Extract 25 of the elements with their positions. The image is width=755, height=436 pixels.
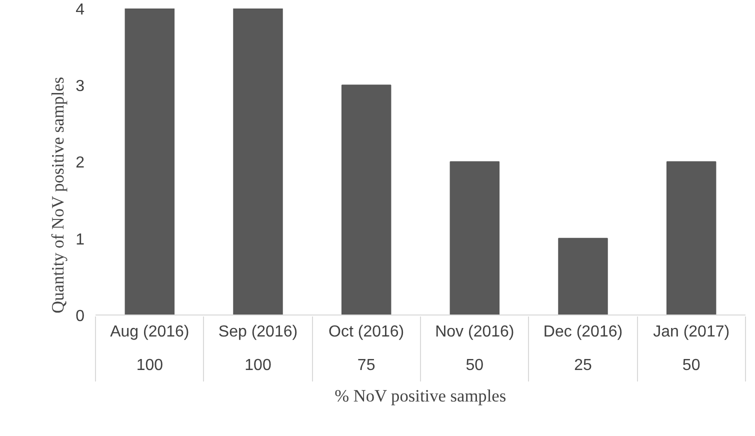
x-tick-label: Sep (2016) <box>218 323 298 340</box>
x-tick-label: Nov (2016) <box>435 323 514 340</box>
bar <box>341 84 392 316</box>
y-tick-label: 1 <box>76 231 85 248</box>
x-tick-label: Aug (2016) <box>110 323 190 340</box>
x-tick-label: Dec (2016) <box>543 323 623 340</box>
x-axis-title: % NoV positive samples <box>334 386 506 406</box>
bar <box>233 8 283 316</box>
y-tick-label: 3 <box>76 78 85 96</box>
y-tick-label: 0 <box>76 308 85 325</box>
bar <box>666 161 716 316</box>
x-tick-label: Jan (2017) <box>653 323 730 340</box>
x-tick-label: Oct (2016) <box>328 323 404 340</box>
text: 75 <box>357 357 376 374</box>
bar <box>558 238 608 316</box>
bar <box>450 161 500 316</box>
text: 50 <box>682 357 700 374</box>
y-tick-label: 2 <box>76 154 85 172</box>
text: 25 <box>574 357 592 374</box>
y-axis-title: Quantity of NoV positive samples <box>48 76 68 314</box>
text: 100 <box>136 357 164 374</box>
text: 50 <box>466 357 484 374</box>
bar <box>124 8 175 316</box>
y-tick-label: 4 <box>76 2 85 18</box>
text: 100 <box>244 357 272 374</box>
